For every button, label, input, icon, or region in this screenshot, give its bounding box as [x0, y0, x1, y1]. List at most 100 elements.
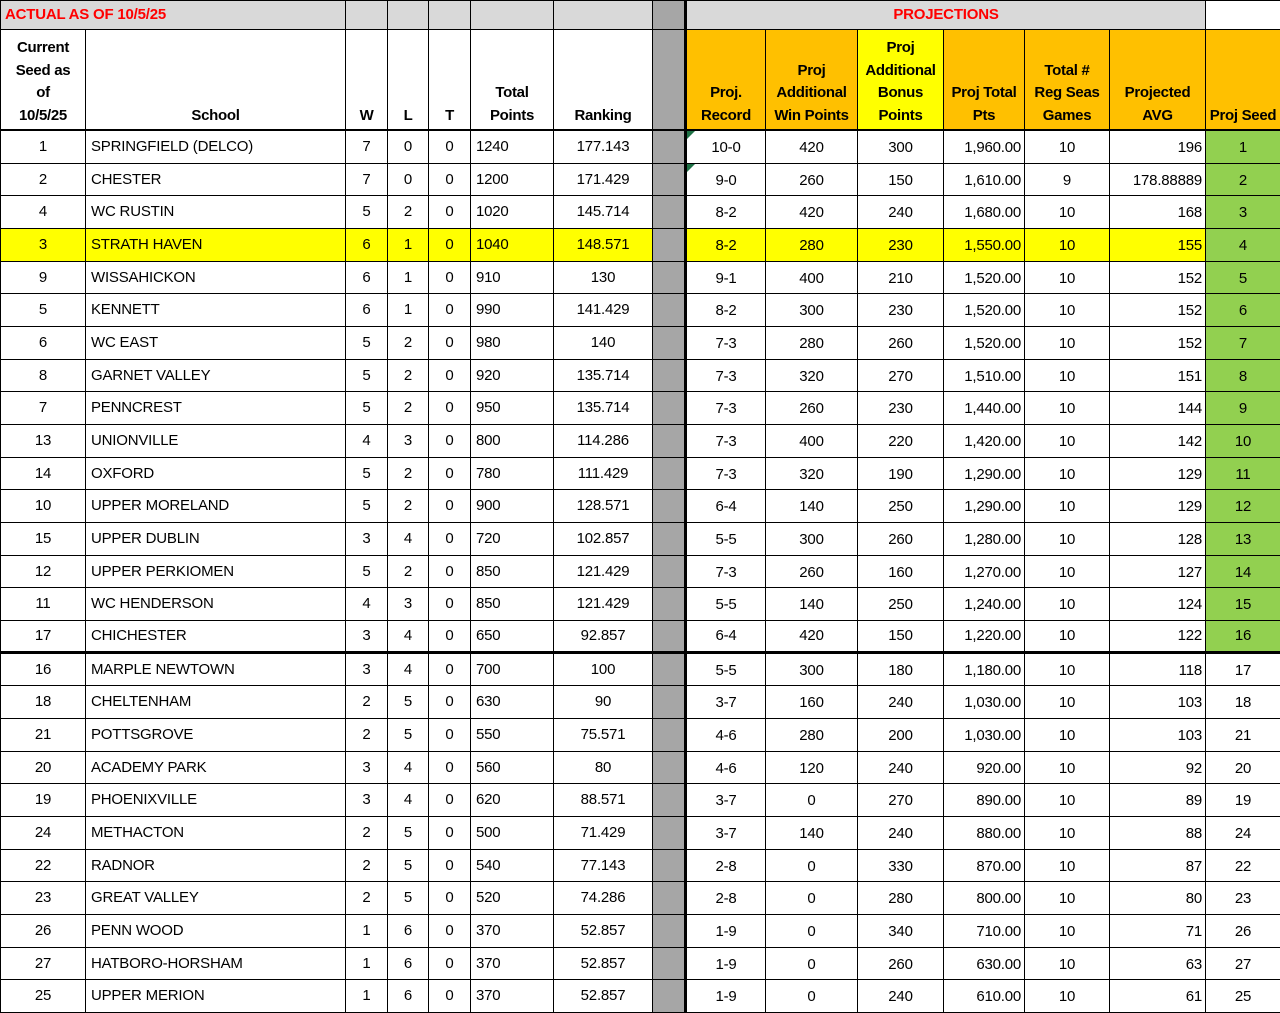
- cell-proj-seed[interactable]: 19: [1206, 784, 1280, 817]
- cell-reg-seas-games[interactable]: 10: [1025, 980, 1110, 1013]
- cell-ranking[interactable]: 135.714: [554, 359, 653, 393]
- cell-proj-bonus-points[interactable]: 230: [858, 294, 944, 327]
- cell-school[interactable]: WC RUSTIN: [86, 196, 346, 229]
- cell-reg-seas-games[interactable]: 10: [1025, 359, 1110, 393]
- cell-school[interactable]: CHELTENHAM: [86, 686, 346, 719]
- cell-wins[interactable]: 4: [346, 425, 388, 458]
- cell-proj-win-points[interactable]: 300: [766, 294, 858, 327]
- cell-ranking[interactable]: 128.571: [554, 490, 653, 523]
- cell-proj-win-points[interactable]: 400: [766, 425, 858, 458]
- cell-proj-record[interactable]: 7-3: [687, 392, 766, 425]
- cell-reg-seas-games[interactable]: 10: [1025, 947, 1110, 981]
- cell-projected-avg[interactable]: 142: [1110, 425, 1206, 458]
- cell-proj-bonus-points[interactable]: 240: [858, 980, 944, 1013]
- cell-proj-win-points[interactable]: 0: [766, 784, 858, 817]
- cell-projected-avg[interactable]: 151: [1110, 359, 1206, 393]
- cell-school[interactable]: WC HENDERSON: [86, 588, 346, 621]
- cell-ranking[interactable]: 71.429: [554, 817, 653, 850]
- cell-proj-bonus-points[interactable]: 150: [858, 163, 944, 197]
- cell-proj-seed[interactable]: 22: [1206, 850, 1280, 883]
- cell-wins[interactable]: 5: [346, 457, 388, 491]
- cell-ties[interactable]: 0: [429, 196, 471, 229]
- cell-wins[interactable]: 2: [346, 882, 388, 915]
- cell-proj-bonus-points[interactable]: 240: [858, 751, 944, 785]
- cell-proj-total-pts[interactable]: 890.00: [944, 784, 1025, 817]
- cell-ranking[interactable]: 77.143: [554, 849, 653, 883]
- cell-proj-seed[interactable]: 24: [1206, 817, 1280, 850]
- cell-current-seed[interactable]: 6: [1, 327, 86, 360]
- cell-wins[interactable]: 4: [346, 588, 388, 621]
- cell-proj-seed[interactable]: 2: [1206, 163, 1280, 197]
- cell-ranking[interactable]: 100: [554, 653, 653, 687]
- cell-projected-avg[interactable]: 80: [1110, 882, 1206, 915]
- cell-proj-seed[interactable]: 14: [1206, 555, 1280, 589]
- cell-ranking[interactable]: 92.857: [554, 621, 653, 654]
- cell-school[interactable]: HATBORO-HORSHAM: [86, 947, 346, 981]
- cell-ties[interactable]: 0: [429, 425, 471, 458]
- cell-proj-bonus-points[interactable]: 230: [858, 229, 944, 262]
- cell-losses[interactable]: 2: [388, 490, 429, 523]
- cell-reg-seas-games[interactable]: 9: [1025, 163, 1110, 197]
- cell-current-seed[interactable]: 17: [1, 621, 86, 654]
- cell-proj-win-points[interactable]: 420: [766, 131, 858, 164]
- cell-proj-total-pts[interactable]: 1,510.00: [944, 359, 1025, 393]
- cell-current-seed[interactable]: 21: [1, 719, 86, 752]
- cell-reg-seas-games[interactable]: 10: [1025, 588, 1110, 621]
- cell-current-seed[interactable]: 20: [1, 751, 86, 785]
- cell-proj-win-points[interactable]: 160: [766, 686, 858, 719]
- cell-total-points[interactable]: 370: [471, 915, 554, 948]
- cell-proj-record[interactable]: 5-5: [687, 653, 766, 687]
- cell-proj-seed[interactable]: 25: [1206, 980, 1280, 1013]
- cell-projected-avg[interactable]: 71: [1110, 915, 1206, 948]
- cell-school[interactable]: STRATH HAVEN: [86, 229, 346, 262]
- cell-total-points[interactable]: 620: [471, 784, 554, 817]
- cell-losses[interactable]: 2: [388, 359, 429, 393]
- cell-school[interactable]: CHESTER: [86, 163, 346, 197]
- cell-ties[interactable]: 0: [429, 229, 471, 262]
- cell-current-seed[interactable]: 14: [1, 457, 86, 491]
- cell-projected-avg[interactable]: 118: [1110, 653, 1206, 687]
- cell-school[interactable]: UNIONVILLE: [86, 425, 346, 458]
- cell-losses[interactable]: 6: [388, 947, 429, 981]
- cell-ties[interactable]: 0: [429, 261, 471, 295]
- cell-proj-win-points[interactable]: 0: [766, 915, 858, 948]
- cell-proj-total-pts[interactable]: 1,520.00: [944, 261, 1025, 295]
- cell-ties[interactable]: 0: [429, 686, 471, 719]
- cell-proj-record[interactable]: 7-3: [687, 359, 766, 393]
- cell-proj-seed[interactable]: 18: [1206, 686, 1280, 719]
- cell-reg-seas-games[interactable]: 10: [1025, 882, 1110, 915]
- cell-total-points[interactable]: 980: [471, 327, 554, 360]
- cell-reg-seas-games[interactable]: 10: [1025, 392, 1110, 425]
- cell-projected-avg[interactable]: 129: [1110, 457, 1206, 491]
- cell-reg-seas-games[interactable]: 10: [1025, 327, 1110, 360]
- cell-total-points[interactable]: 990: [471, 294, 554, 327]
- cell-proj-record[interactable]: 9-0: [687, 163, 766, 197]
- cell-total-points[interactable]: 500: [471, 817, 554, 850]
- cell-current-seed[interactable]: 22: [1, 849, 86, 883]
- cell-ranking[interactable]: 75.571: [554, 719, 653, 752]
- cell-proj-win-points[interactable]: 280: [766, 327, 858, 360]
- cell-proj-total-pts[interactable]: 1,270.00: [944, 555, 1025, 589]
- cell-wins[interactable]: 3: [346, 621, 388, 654]
- cell-total-points[interactable]: 1040: [471, 229, 554, 262]
- cell-ties[interactable]: 0: [429, 392, 471, 425]
- cell-proj-record[interactable]: 9-1: [687, 261, 766, 295]
- cell-proj-win-points[interactable]: 420: [766, 196, 858, 229]
- cell-proj-win-points[interactable]: 400: [766, 261, 858, 295]
- cell-ranking[interactable]: 121.429: [554, 588, 653, 621]
- cell-proj-total-pts[interactable]: 710.00: [944, 915, 1025, 948]
- cell-ranking[interactable]: 177.143: [554, 131, 653, 164]
- cell-total-points[interactable]: 370: [471, 980, 554, 1013]
- cell-proj-bonus-points[interactable]: 240: [858, 196, 944, 229]
- cell-wins[interactable]: 5: [346, 359, 388, 393]
- cell-proj-total-pts[interactable]: 630.00: [944, 947, 1025, 981]
- cell-losses[interactable]: 6: [388, 980, 429, 1013]
- cell-proj-record[interactable]: 3-7: [687, 784, 766, 817]
- cell-ranking[interactable]: 111.429: [554, 457, 653, 491]
- cell-ties[interactable]: 0: [429, 653, 471, 687]
- cell-wins[interactable]: 5: [346, 392, 388, 425]
- cell-proj-seed[interactable]: 12: [1206, 490, 1280, 523]
- cell-projected-avg[interactable]: 178.88889: [1110, 163, 1206, 197]
- cell-losses[interactable]: 3: [388, 425, 429, 458]
- cell-ranking[interactable]: 88.571: [554, 784, 653, 817]
